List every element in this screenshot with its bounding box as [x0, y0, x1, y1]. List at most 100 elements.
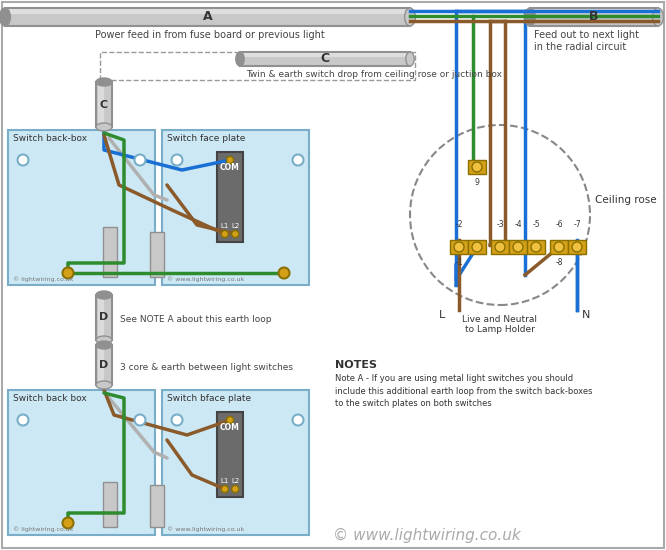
Text: Note A - If you are using metal light switches you should
include this additiona: Note A - If you are using metal light sw…	[335, 374, 593, 408]
Circle shape	[232, 486, 238, 492]
Circle shape	[472, 162, 482, 172]
Bar	[468, 240, 486, 254]
Circle shape	[17, 415, 29, 426]
Circle shape	[63, 267, 73, 278]
Bar	[527, 240, 545, 254]
Text: -3: -3	[496, 220, 503, 229]
Circle shape	[495, 242, 505, 252]
Bar	[150, 485, 164, 527]
Text: © lightwiring.co.uk: © lightwiring.co.uk	[13, 276, 73, 282]
Circle shape	[572, 242, 582, 252]
Ellipse shape	[406, 52, 414, 66]
Bar	[99, 297, 104, 338]
Text: -4: -4	[514, 220, 522, 229]
Text: -6: -6	[555, 220, 563, 229]
Text: Power feed in from fuse board or previous light: Power feed in from fuse board or previou…	[95, 30, 325, 40]
Bar	[509, 240, 527, 254]
Text: See NOTE A about this earth loop: See NOTE A about this earth loop	[120, 316, 272, 324]
Text: D: D	[99, 360, 109, 370]
Text: Ceiling rose: Ceiling rose	[595, 195, 657, 205]
Text: A: A	[202, 10, 212, 24]
Text: Switch back box: Switch back box	[13, 394, 87, 403]
Circle shape	[135, 155, 145, 166]
Text: L1: L1	[220, 223, 229, 229]
Text: -7: -7	[573, 220, 581, 229]
Text: COM: COM	[220, 424, 240, 432]
Ellipse shape	[96, 381, 112, 389]
Ellipse shape	[96, 336, 112, 344]
Text: NOTES: NOTES	[335, 360, 377, 370]
Bar	[162, 390, 309, 535]
Bar	[8, 9, 407, 14]
Circle shape	[232, 230, 238, 238]
Bar	[162, 130, 309, 285]
Bar	[530, 8, 658, 26]
Text: L2: L2	[231, 478, 239, 484]
Text: Switch bface plate: Switch bface plate	[167, 394, 251, 403]
Circle shape	[531, 242, 541, 252]
Text: Switch face plate: Switch face plate	[167, 134, 245, 143]
Ellipse shape	[96, 123, 112, 131]
Text: L1: L1	[220, 478, 229, 484]
Text: L2: L2	[231, 223, 239, 229]
Bar	[150, 232, 164, 277]
Text: © www.lightwiring.co.uk: © www.lightwiring.co.uk	[167, 526, 244, 532]
Text: B: B	[589, 10, 599, 24]
Ellipse shape	[405, 8, 416, 26]
Bar	[8, 390, 155, 535]
Circle shape	[454, 242, 464, 252]
Circle shape	[226, 157, 234, 163]
Text: © www.lightwiring.co.uk: © www.lightwiring.co.uk	[333, 528, 521, 543]
Circle shape	[221, 230, 228, 238]
Bar	[450, 240, 468, 254]
Bar	[550, 240, 568, 254]
Bar	[96, 82, 112, 127]
Bar	[99, 347, 104, 383]
Bar	[491, 240, 509, 254]
Bar	[103, 482, 117, 527]
Ellipse shape	[0, 8, 11, 26]
Text: L: L	[439, 310, 445, 320]
Bar	[217, 152, 243, 242]
Circle shape	[172, 155, 182, 166]
Text: -8: -8	[555, 258, 563, 267]
Text: D: D	[99, 312, 109, 322]
Text: -5: -5	[532, 220, 540, 229]
Ellipse shape	[96, 78, 112, 86]
Ellipse shape	[96, 341, 112, 349]
Circle shape	[17, 155, 29, 166]
Ellipse shape	[653, 8, 663, 26]
Bar	[103, 227, 117, 277]
Text: N: N	[582, 310, 590, 320]
Circle shape	[221, 486, 228, 492]
Circle shape	[554, 242, 564, 252]
Text: -1: -1	[456, 258, 463, 267]
Circle shape	[135, 415, 145, 426]
Circle shape	[292, 155, 304, 166]
Text: © lightwiring.co.uk: © lightwiring.co.uk	[13, 526, 73, 532]
Bar	[5, 8, 410, 26]
Text: Feed out to next light
in the radial circuit: Feed out to next light in the radial cir…	[534, 30, 639, 52]
Bar	[240, 52, 410, 66]
Bar	[568, 240, 586, 254]
Text: C: C	[100, 100, 108, 109]
Bar	[99, 84, 104, 125]
Circle shape	[472, 242, 482, 252]
Circle shape	[226, 416, 234, 424]
Bar	[96, 345, 112, 385]
Ellipse shape	[525, 8, 535, 26]
Bar	[96, 295, 112, 340]
Circle shape	[278, 267, 290, 278]
Text: -2: -2	[456, 220, 463, 229]
Circle shape	[172, 415, 182, 426]
Text: Twin & earth switch drop from ceiling rose or juction box: Twin & earth switch drop from ceiling ro…	[246, 70, 502, 79]
Bar	[243, 53, 407, 57]
Text: Switch back-box: Switch back-box	[13, 134, 87, 143]
Bar	[217, 412, 243, 497]
Bar	[8, 130, 155, 285]
Text: COM: COM	[220, 163, 240, 173]
Bar	[533, 9, 655, 14]
Circle shape	[513, 242, 523, 252]
Text: C: C	[320, 52, 330, 65]
Text: 3 core & earth between light switches: 3 core & earth between light switches	[120, 362, 293, 371]
